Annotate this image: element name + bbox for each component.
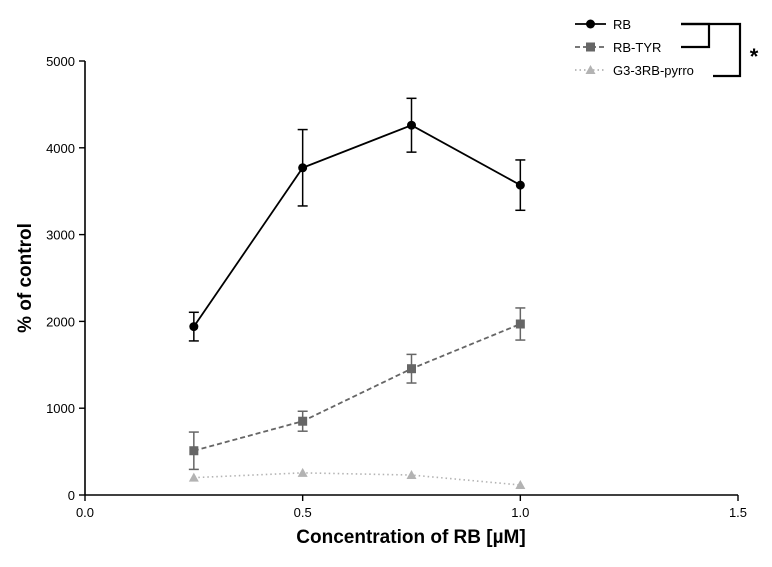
axes: 0.0 0.5 1.0 1.5 0 1000 2000 3000 4000 5000 [46, 54, 747, 520]
series-line [193, 124, 521, 328]
series-rb-tyr [188, 307, 526, 471]
x-tick-label: 0.5 [294, 505, 312, 520]
series-g3-3rb-pyrro [188, 467, 526, 490]
significance-star: * [750, 44, 759, 69]
series-layer [188, 97, 526, 490]
bracket-outer [681, 22, 742, 78]
data-point [515, 319, 525, 329]
y-tick-label: 3000 [46, 228, 75, 243]
y-tick-label: 5000 [46, 54, 75, 69]
legend-marker [586, 42, 595, 52]
data-point [515, 180, 525, 190]
legend-entry: G3-3RB-pyrro [575, 63, 694, 78]
y-tick-label: 1000 [46, 401, 75, 416]
x-tick-label: 0.0 [76, 505, 94, 520]
legend-entry: RB [575, 17, 631, 32]
x-tick-label: 1.5 [729, 505, 747, 520]
data-point [297, 467, 308, 477]
data-point [188, 472, 199, 482]
data-point [515, 480, 526, 490]
data-point [189, 446, 199, 456]
bracket-inner [681, 22, 711, 49]
data-point [407, 120, 416, 130]
y-tick-label: 4000 [46, 141, 75, 156]
legend: RB RB-TYR G3-3RB-pyrro * [575, 17, 759, 78]
legend-marker [586, 19, 595, 29]
legend-label: RB [613, 17, 631, 32]
series-line [193, 472, 521, 486]
y-tick-label: 0 [68, 488, 75, 503]
legend-entry: RB-TYR [575, 40, 661, 55]
series-rb [188, 97, 526, 342]
legend-marker [585, 65, 596, 74]
series-line [193, 323, 521, 452]
legend-label: G3-3RB-pyrro [613, 63, 694, 78]
data-point [189, 322, 199, 332]
x-axis-title: Concentration of RB [µM] [296, 527, 525, 548]
data-point [406, 470, 417, 480]
data-point [407, 364, 416, 374]
data-point [298, 416, 308, 426]
significance-bracket: * [681, 22, 759, 78]
legend-label: RB-TYR [613, 40, 661, 55]
x-tick-label: 1.0 [511, 505, 529, 520]
data-point [298, 163, 308, 173]
y-tick-label: 2000 [46, 314, 75, 329]
y-axis-title: % of control [15, 223, 36, 333]
